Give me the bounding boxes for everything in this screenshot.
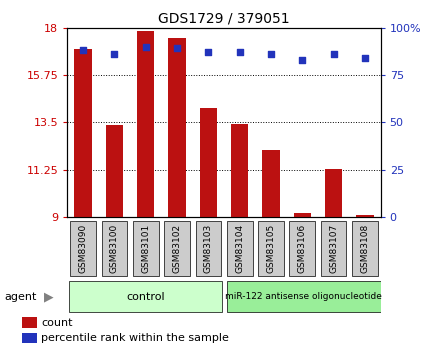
Bar <box>324 169 342 217</box>
Text: GSM83105: GSM83105 <box>266 224 275 273</box>
FancyBboxPatch shape <box>164 221 190 276</box>
Point <box>173 46 180 51</box>
FancyBboxPatch shape <box>70 221 96 276</box>
Bar <box>74 49 92 217</box>
Text: ▶: ▶ <box>43 290 53 303</box>
Text: GSM83107: GSM83107 <box>329 224 337 273</box>
Point <box>204 49 211 55</box>
Bar <box>168 38 185 217</box>
Bar <box>105 125 123 217</box>
Text: GSM83090: GSM83090 <box>79 224 87 273</box>
Bar <box>22 317 37 328</box>
Text: GSM83106: GSM83106 <box>297 224 306 273</box>
Bar <box>262 150 279 217</box>
Text: miR-122 antisense oligonucleotide: miR-122 antisense oligonucleotide <box>225 292 381 301</box>
Text: percentile rank within the sample: percentile rank within the sample <box>41 333 229 343</box>
FancyBboxPatch shape <box>132 221 158 276</box>
Point <box>142 44 149 49</box>
Point <box>267 51 274 57</box>
Point <box>361 55 368 61</box>
FancyBboxPatch shape <box>226 221 252 276</box>
Text: GSM83103: GSM83103 <box>204 224 212 273</box>
Title: GDS1729 / 379051: GDS1729 / 379051 <box>158 11 289 25</box>
Text: GSM83104: GSM83104 <box>235 224 243 273</box>
FancyBboxPatch shape <box>101 221 127 276</box>
Bar <box>230 124 248 217</box>
Bar <box>355 215 373 217</box>
Point <box>79 48 86 53</box>
Text: count: count <box>41 318 72 328</box>
Text: GSM83100: GSM83100 <box>110 224 118 273</box>
Bar <box>293 213 310 217</box>
Point <box>236 49 243 55</box>
FancyBboxPatch shape <box>257 221 283 276</box>
Text: control: control <box>126 292 164 302</box>
FancyBboxPatch shape <box>227 281 380 312</box>
Bar <box>22 333 37 344</box>
Point <box>329 51 336 57</box>
Bar <box>137 31 154 217</box>
Text: GSM83108: GSM83108 <box>360 224 368 273</box>
FancyBboxPatch shape <box>195 221 221 276</box>
Bar <box>199 108 217 217</box>
FancyBboxPatch shape <box>69 281 222 312</box>
FancyBboxPatch shape <box>351 221 377 276</box>
FancyBboxPatch shape <box>320 221 346 276</box>
Text: GSM83102: GSM83102 <box>172 224 181 273</box>
Point <box>111 51 118 57</box>
Text: GSM83101: GSM83101 <box>141 224 150 273</box>
FancyBboxPatch shape <box>289 221 315 276</box>
Text: agent: agent <box>4 292 36 302</box>
Point <box>298 57 305 62</box>
